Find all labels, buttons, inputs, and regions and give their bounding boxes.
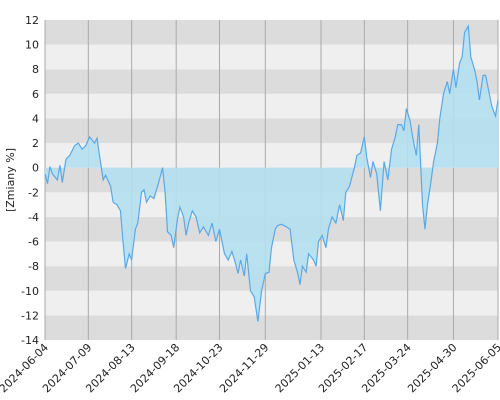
y-tick-label: 0 [32,162,39,175]
background-band [45,118,498,144]
y-tick-label: 10 [25,39,39,52]
y-tick-label: 8 [32,63,39,76]
y-tick-label: -14 [21,334,39,347]
y-tick-label: 4 [32,112,39,125]
y-tick-label: -2 [28,186,39,199]
y-tick-label: -8 [28,260,39,273]
background-band [45,44,498,70]
y-tick-label: -6 [28,236,39,249]
y-tick-label: 12 [25,14,39,27]
background-band [45,315,498,340]
background-band [45,20,498,45]
background-band [45,93,498,119]
line [44,24,499,322]
x-tick-label: 2024-11-29 [217,341,271,395]
y-tick-label: -4 [28,211,39,224]
y-axis-label: [Zmiany %] [4,148,17,212]
y-tick-label: 2 [32,137,39,150]
y-tick-label: -12 [21,309,39,322]
background-band [45,143,498,168]
y-tick-label: 6 [32,88,39,101]
background-band [45,290,498,316]
area [45,26,498,322]
background-band [45,266,498,291]
background-band [45,69,498,94]
y-tick-label: -10 [21,285,39,298]
